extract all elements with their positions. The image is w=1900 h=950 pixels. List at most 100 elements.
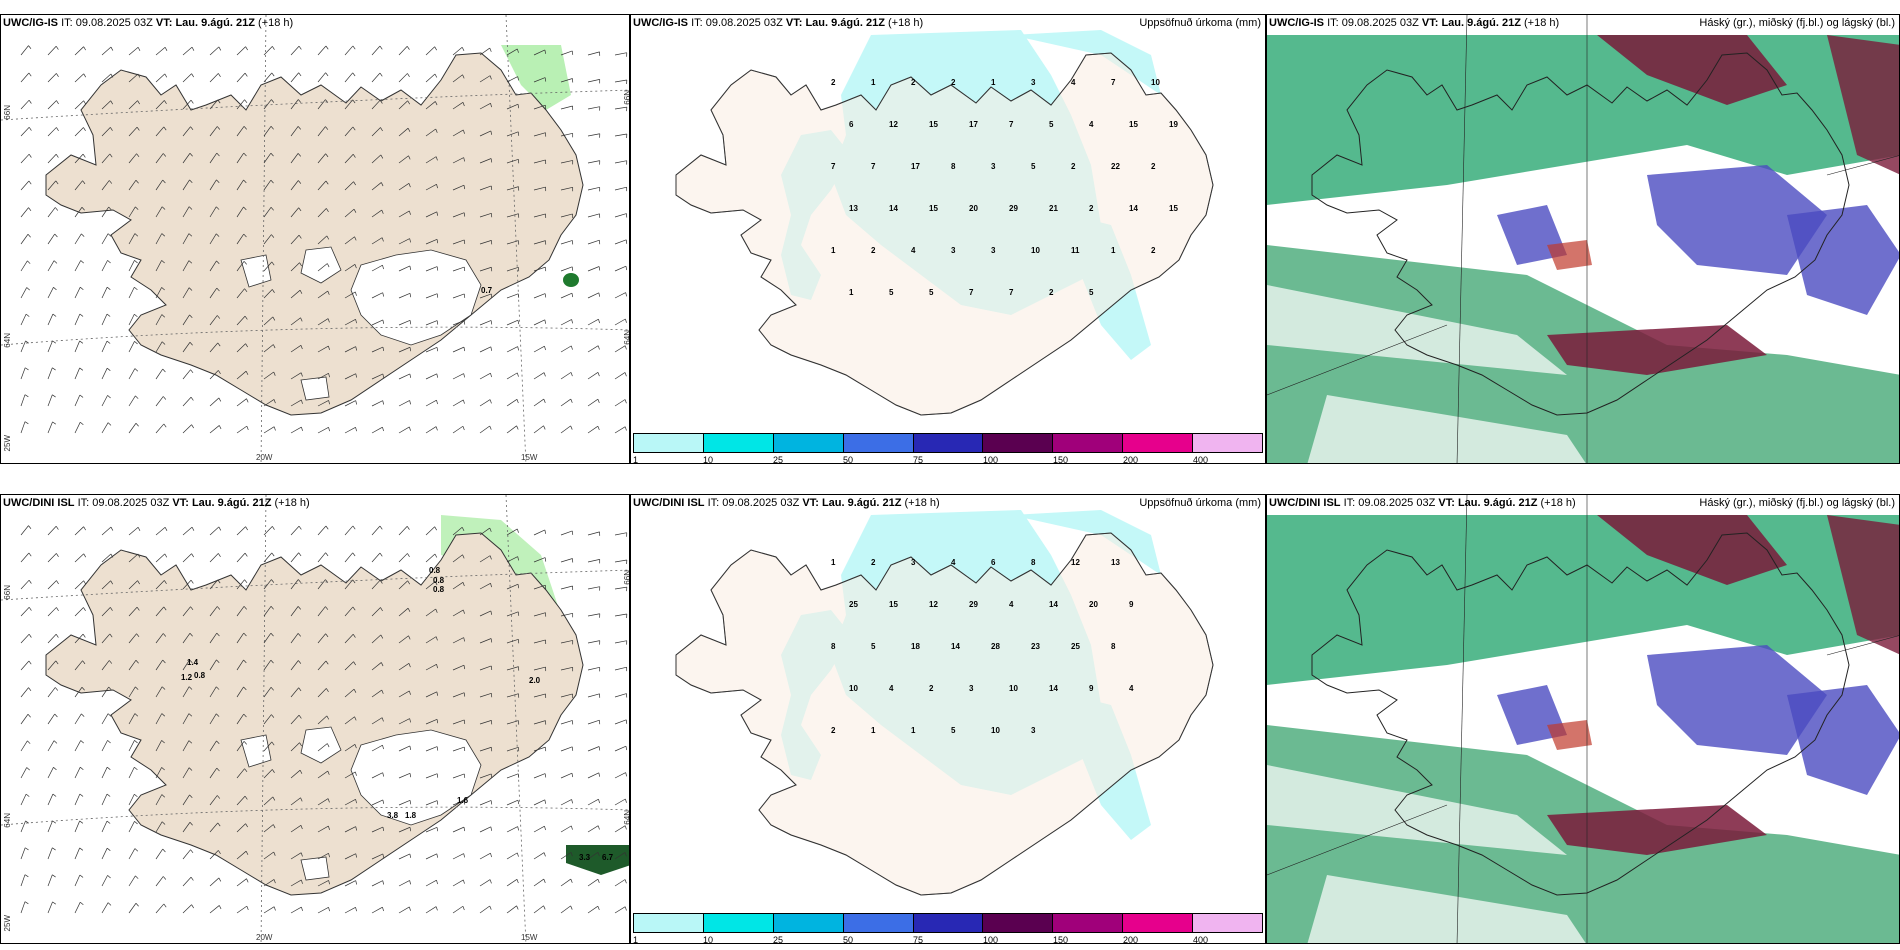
colorbar-labels: 1 10 25 50 75 100 150 200 400 xyxy=(633,935,1263,944)
lat-label: 66N xyxy=(3,105,12,120)
colorbar-label: 100 xyxy=(983,935,999,944)
lat-label: 64N xyxy=(623,330,630,345)
colorbar-segment xyxy=(843,434,914,452)
precip-value: 2 xyxy=(1071,162,1076,171)
colorbar-label: 150 xyxy=(1053,455,1069,464)
precip-value: 19 xyxy=(1169,120,1178,129)
colorbar-label: 50 xyxy=(843,455,854,464)
precip-value: 20 xyxy=(1089,600,1098,609)
precip-value: 8 xyxy=(831,642,836,651)
colorbar-segment xyxy=(634,434,704,452)
precip-value: 10 xyxy=(1151,78,1160,87)
colorbar-segment xyxy=(773,914,844,932)
precip-value: 14 xyxy=(889,204,898,213)
precip-value: 5 xyxy=(1031,162,1036,171)
colorbar-segment xyxy=(1053,914,1124,932)
precip-value: 8 xyxy=(1031,558,1036,567)
precip-value: 15 xyxy=(929,204,938,213)
colorbar-label: 400 xyxy=(1193,935,1209,944)
precip-value: 6 xyxy=(849,120,854,129)
precip-value: 14 xyxy=(1049,684,1058,693)
lon-label: 20W xyxy=(256,453,273,462)
lat-label: 64N xyxy=(623,810,630,825)
precip-value: 13 xyxy=(849,204,858,213)
precip-value: 1 xyxy=(871,726,876,735)
precip-value: 5 xyxy=(889,288,894,297)
lat-label: 66N xyxy=(623,90,630,105)
precip-value: 6 xyxy=(991,558,996,567)
precip-value: 5 xyxy=(1049,120,1054,129)
precip-value: 25 xyxy=(1071,642,1080,651)
precip-value: 3 xyxy=(991,246,996,255)
precip-value: 3 xyxy=(1031,78,1036,87)
colorbar-label: 100 xyxy=(983,455,999,464)
precip-value: 8 xyxy=(1111,642,1116,651)
cloud-map xyxy=(1267,15,1899,463)
precip-value: 14 xyxy=(951,642,960,651)
colorbar-segment xyxy=(1123,914,1194,932)
precip-value: 15 xyxy=(889,600,898,609)
colorbar-segment xyxy=(1053,434,1124,452)
precip-value: 2 xyxy=(1049,288,1054,297)
colorbar-segment xyxy=(1193,914,1263,932)
panel-header: UWC/IG-IS IT: 09.08.2025 03Z VT: Lau. 9.… xyxy=(633,17,924,29)
precip-value: 13 xyxy=(1111,558,1120,567)
precip-value: 18 xyxy=(911,642,920,651)
precip-value: 10 xyxy=(991,726,1000,735)
lat-label: 64N xyxy=(3,333,12,348)
precip-value: 5 xyxy=(929,288,934,297)
precip-value: 2 xyxy=(871,558,876,567)
precip-value: 2 xyxy=(951,78,956,87)
precip-value: 12 xyxy=(929,600,938,609)
wind-map xyxy=(1,15,629,463)
lon-label: 15W xyxy=(521,933,538,942)
precip-value: 1 xyxy=(991,78,996,87)
precip-value: 28 xyxy=(991,642,1000,651)
precip-value: 4 xyxy=(1071,78,1076,87)
precip-value: 29 xyxy=(969,600,978,609)
lon-label: 20W xyxy=(256,933,273,942)
precip-value: 9 xyxy=(1089,684,1094,693)
precip-colorbar xyxy=(633,433,1263,453)
precip-value: 3 xyxy=(969,684,974,693)
lat-label: 66N xyxy=(623,570,630,585)
cloud-map xyxy=(1267,495,1899,943)
precip-colorbar xyxy=(633,913,1263,933)
precip-value: 3 xyxy=(911,558,916,567)
precip-value: 2 xyxy=(1151,246,1156,255)
precip-value: 5 xyxy=(951,726,956,735)
colorbar-segment xyxy=(983,914,1054,932)
precip-value: 20 xyxy=(969,204,978,213)
panel-header: UWC/DINI ISL IT: 09.08.2025 03Z VT: Lau.… xyxy=(633,497,940,509)
precip-value: 21 xyxy=(1049,204,1058,213)
precip-value: 22 xyxy=(1111,162,1120,171)
precip-value: 4 xyxy=(951,558,956,567)
precip-value: 1 xyxy=(831,558,836,567)
colorbar-label: 200 xyxy=(1123,935,1139,944)
colorbar-segment xyxy=(913,914,984,932)
panel-cloud-dini: UWC/DINI ISL IT: 09.08.2025 03Z VT: Lau.… xyxy=(1266,494,1900,944)
precip-value: 14 xyxy=(1049,600,1058,609)
precip-value: 1 xyxy=(911,726,916,735)
lon-label: 25W xyxy=(3,915,12,932)
colorbar-label: 75 xyxy=(913,935,924,944)
wind-map xyxy=(1,495,629,943)
precip-value: 12 xyxy=(889,120,898,129)
colorbar-label: 25 xyxy=(773,935,784,944)
precip-value: 10 xyxy=(849,684,858,693)
precip-value: 5 xyxy=(871,642,876,651)
panel-title: Uppsöfnuð úrkoma (mm) xyxy=(1139,17,1261,29)
colorbar-segment xyxy=(703,914,774,932)
panel-title: Uppsöfnuð úrkoma (mm) xyxy=(1139,497,1261,509)
precip-value: 10 xyxy=(1009,684,1018,693)
precip-value: 3 xyxy=(991,162,996,171)
precip-value: 1 xyxy=(831,246,836,255)
precip-value: 7 xyxy=(969,288,974,297)
colorbar-segment xyxy=(1123,434,1194,452)
precip-value: 2 xyxy=(1151,162,1156,171)
precip-value: 2 xyxy=(831,726,836,735)
colorbar-segment xyxy=(913,434,984,452)
precip-value: 10 xyxy=(1031,246,1040,255)
precip-value: 2 xyxy=(929,684,934,693)
